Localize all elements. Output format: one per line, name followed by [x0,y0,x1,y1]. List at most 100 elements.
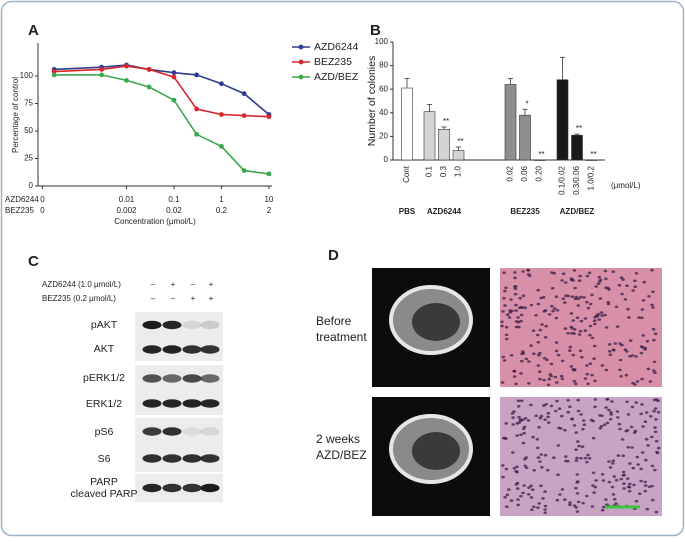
nucleus [643,489,647,493]
nucleus [531,435,535,439]
nucleus [603,313,607,317]
nucleus [581,419,586,422]
nucleus [611,462,615,465]
nucleus [622,487,626,490]
nucleus [582,296,586,299]
y-tick-label: 100 [375,37,389,46]
sign: + [171,280,176,289]
nucleus [619,276,624,280]
nucleus [591,484,595,487]
nucleus [576,297,581,301]
nucleus [538,351,542,355]
nucleus [577,333,582,336]
nucleus [575,316,580,320]
nucleus [517,421,521,424]
nucleus [568,503,572,507]
nucleus [507,316,512,319]
nucleus [571,353,576,357]
nucleus [623,298,628,301]
data-point [171,97,177,103]
nucleus [529,484,533,488]
y-tick-label: 0 [29,181,34,190]
nucleus [590,293,594,297]
nucleus [564,459,568,463]
nucleus [626,413,631,416]
nucleus [609,413,613,416]
nucleus [523,464,527,468]
nucleus [607,343,612,346]
nucleus [521,270,525,273]
nucleus [504,422,509,425]
bar [556,79,569,161]
nucleus [543,453,548,457]
nucleus [656,446,661,450]
blot-band [200,320,220,330]
nucleus [516,316,520,319]
nucleus [569,365,574,368]
data-point [219,81,224,87]
nucleus [561,272,566,276]
nucleus [581,427,585,431]
group-label: AZD/BEZ [560,207,595,216]
bar [504,84,517,161]
blot-band [182,374,202,383]
nucleus [557,407,562,411]
nucleus [536,456,541,459]
nucleus [604,326,609,329]
nucleus [523,457,527,461]
nucleus [517,415,521,419]
nucleus [572,424,577,427]
nucleus [519,372,523,375]
nucleus [552,307,557,310]
data-point [241,168,247,174]
nucleus [502,271,507,275]
nucleus [612,498,617,501]
significance: * [525,99,528,108]
nucleus [652,338,656,342]
nucleus [614,478,619,482]
nucleus [606,302,611,306]
nucleus [607,480,612,484]
nucleus [500,324,504,328]
nucleus [573,297,578,301]
nucleus [513,271,517,274]
nucleus [613,342,618,345]
nucleus [540,323,544,326]
nucleus [509,298,513,301]
nucleus [540,465,544,469]
nucleus [568,405,572,409]
nucleus [653,407,658,410]
nucleus [536,302,541,306]
nucleus [641,334,646,337]
nucleus [535,438,540,441]
treatment-label: AZD6244 (1.0 μmol/L) [42,280,121,289]
nucleus [633,285,637,289]
nucleus [524,466,529,470]
nucleus [598,427,603,430]
nucleus [529,496,534,499]
nucleus [596,282,601,286]
nucleus [579,413,583,416]
nucleus [588,333,592,337]
nucleus [569,325,573,329]
nucleus [513,292,518,296]
blot-band [182,345,202,354]
nucleus [563,281,568,284]
nucleus [608,418,613,421]
x-tick-label: 1.0/0.2 [587,165,596,190]
nucleus [504,333,509,337]
nucleus [511,451,515,454]
nucleus [604,277,608,281]
y-tick-label: 25 [24,154,33,163]
nucleus [635,380,640,383]
nucleus [656,410,661,414]
nucleus [621,454,625,458]
blot-band [162,320,182,330]
x-tick-label: 0.06 [520,165,529,181]
nucleus [547,313,552,316]
chart-b: 0 20 40 60 80 100 Number of colonies (μmol/L) PB… [366,37,641,216]
nucleus [501,355,506,359]
blot-band [182,454,202,463]
row-label: Before [316,314,352,328]
x-axis-label: Concentration (μmol/L) [114,217,196,226]
